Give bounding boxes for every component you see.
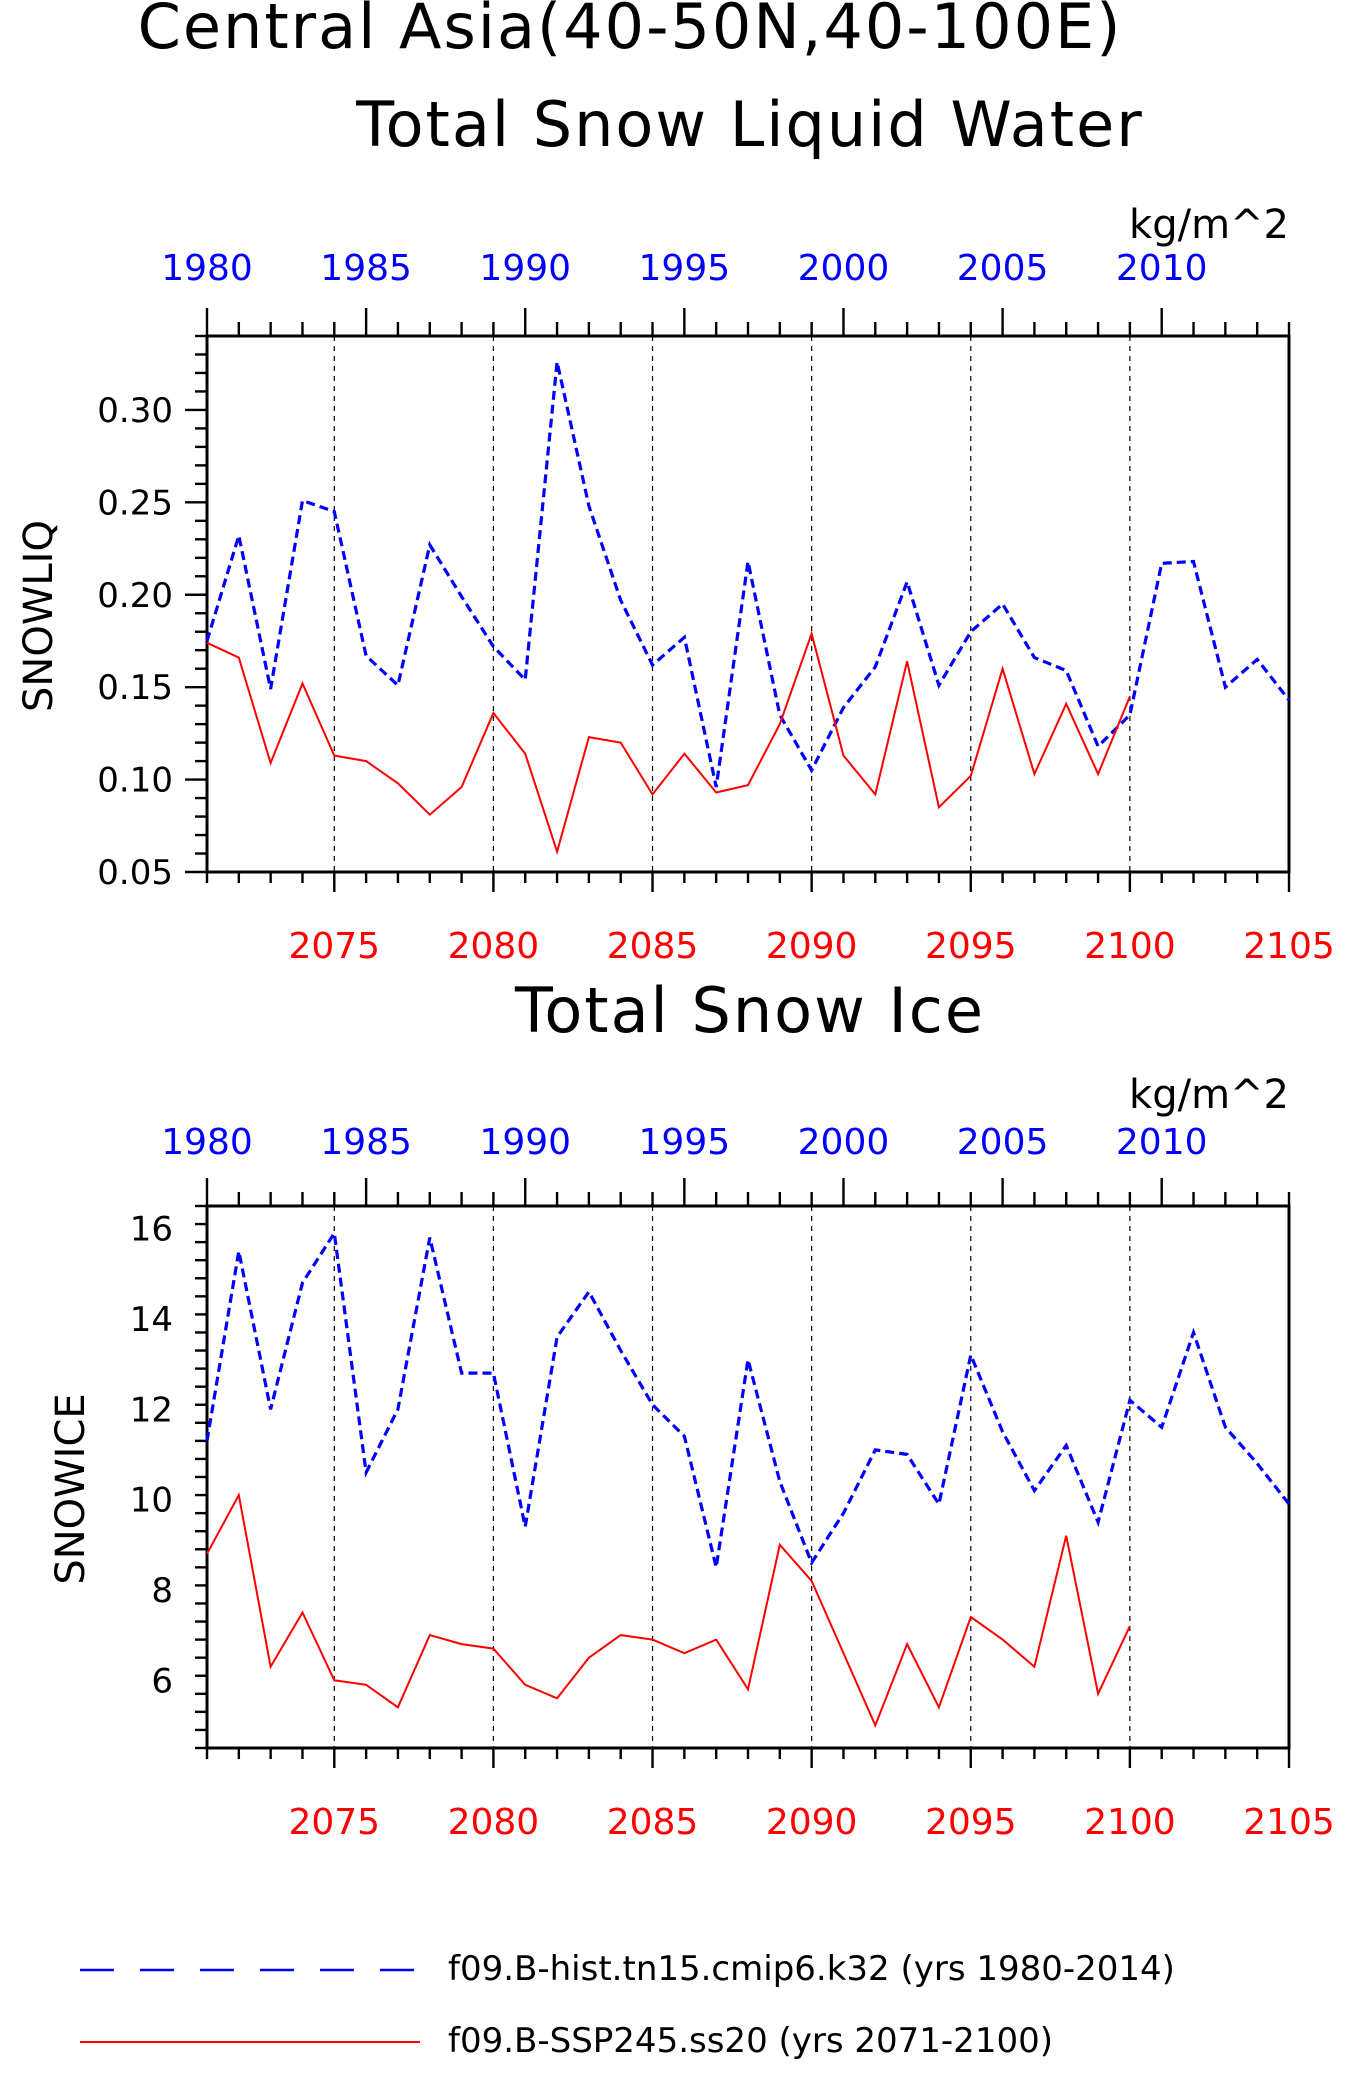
x-top-tick-label: 2010 — [1116, 248, 1208, 289]
x-top-tick-label: 2000 — [798, 248, 890, 289]
x-bottom-tick-label: 2080 — [448, 1802, 540, 1843]
panel-title: Total Snow Ice — [514, 974, 985, 1047]
y-tick-label: 0.05 — [97, 853, 173, 893]
x-bottom-tick-label: 2080 — [448, 926, 540, 967]
series-line-ssp245 — [206, 1492, 1131, 1729]
x-top-tick-label: 1985 — [320, 248, 412, 289]
x-top-tick-label: 1980 — [161, 248, 253, 289]
x-top-tick-label: 1995 — [639, 248, 731, 289]
series-line-ssp245 — [206, 630, 1131, 856]
y-tick-label: 0.15 — [97, 668, 173, 708]
x-top-tick-label: 1990 — [479, 248, 571, 289]
y-tick-label: 0.10 — [97, 761, 173, 801]
y-axis-label: SNOWLIQ — [16, 520, 62, 712]
legend-label-2: f09.B-SSP245.ss20 (yrs 2071-2100) — [448, 2021, 1053, 2061]
y-tick-label: 10 — [130, 1481, 173, 1521]
y-tick-label: 8 — [151, 1571, 173, 1611]
series-line-hist — [205, 1228, 1291, 1568]
chart-panel-snowliq: kg/m^2 2075 2080 2085 2090 2095 2100 2105 1980 19… — [16, 202, 1335, 967]
y-axis-label: SNOWICE — [48, 1393, 94, 1584]
plot-frame — [205, 1204, 1291, 1750]
x-top-tick-label: 1990 — [479, 1122, 571, 1163]
x-top-tick-label: 2005 — [957, 248, 1049, 289]
y-tick-label: 12 — [130, 1390, 173, 1430]
x-bottom-tick-label: 2095 — [925, 1802, 1017, 1843]
x-bottom-tick-label: 2090 — [766, 1802, 858, 1843]
figure-title-line1: Central Asia(40-50N,40-100E) — [138, 0, 1123, 63]
x-bottom-tick-label: 2075 — [288, 1802, 380, 1843]
y-tick-label: 0.30 — [97, 391, 173, 431]
x-top-tick-label: 2005 — [957, 1122, 1049, 1163]
x-bottom-tick-label: 2100 — [1084, 1802, 1176, 1843]
x-bottom-tick-label: 2085 — [607, 926, 699, 967]
x-top-tick-label: 2010 — [1116, 1122, 1208, 1163]
y-tick-label: 0.20 — [97, 576, 173, 616]
x-bottom-tick-label: 2095 — [925, 926, 1017, 967]
series-line-hist — [205, 361, 1291, 788]
figure-title-line2: Total Snow Liquid Water — [355, 88, 1144, 161]
x-top-tick-label: 1980 — [161, 1122, 253, 1163]
x-top-tick-label: 1995 — [639, 1122, 731, 1163]
plot-frame — [205, 334, 1291, 874]
x-bottom-tick-label: 2075 — [288, 926, 380, 967]
x-bottom-tick-label: 2105 — [1243, 1802, 1335, 1843]
x-bottom-tick-label: 2100 — [1084, 926, 1176, 967]
x-bottom-tick-label: 2085 — [607, 1802, 699, 1843]
y-tick-label: 6 — [151, 1661, 173, 1701]
x-bottom-tick-label: 2105 — [1243, 926, 1335, 967]
y-tick-label: 16 — [130, 1210, 173, 1250]
legend: f09.B-hist.tn15.cmip6.k32 (yrs 1980-2014… — [80, 1949, 1175, 2061]
x-top-tick-label: 1985 — [320, 1122, 412, 1163]
y-tick-label: 14 — [130, 1300, 173, 1340]
units-label: kg/m^2 — [1129, 1072, 1289, 1118]
units-label: kg/m^2 — [1129, 202, 1289, 248]
x-top-tick-label: 2000 — [798, 1122, 890, 1163]
chart-panel-snowice: Total Snow Ice kg/m^2 2075 2080 2085 2090 2095… — [48, 974, 1335, 1843]
y-tick-label: 0.25 — [97, 483, 173, 523]
legend-label-1: f09.B-hist.tn15.cmip6.k32 (yrs 1980-2014… — [448, 1949, 1175, 1989]
x-bottom-tick-label: 2090 — [766, 926, 858, 967]
